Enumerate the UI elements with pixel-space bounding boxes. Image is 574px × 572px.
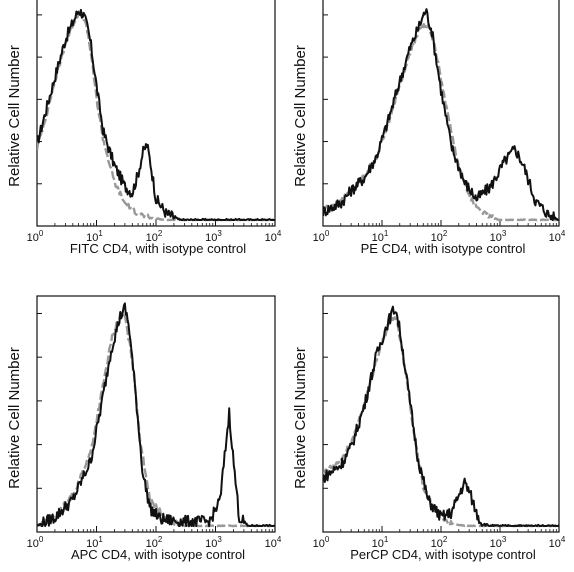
x-tick-label: 101: [86, 229, 103, 244]
x-axis-label: PE CD4, with isotype control: [361, 241, 526, 256]
x-tick-label: 103: [490, 229, 507, 244]
x-tick-label: 104: [265, 535, 282, 550]
x-axis-label: PerCP CD4, with isotype control: [350, 547, 536, 562]
x-tick-label: 100: [313, 229, 330, 244]
panel-fitc: 100 101 102 103 104 FITC CD4, with isotype co…: [6, 0, 282, 256]
x-tick-label: 101: [372, 229, 389, 244]
cd4-stain-line: [323, 305, 559, 527]
panel-apc: 100 101 102 103 104 APC CD4, with isotype con…: [6, 295, 282, 562]
isotype-control-line: [323, 22, 559, 222]
panel-pe: 100 101 102 103 104 PE CD4, with isotype cont…: [292, 0, 566, 256]
y-axis-label: Relative Cell Number: [6, 347, 23, 489]
cd4-stain-line: [37, 8, 275, 221]
x-tick-label: 104: [549, 229, 566, 244]
isotype-control-line: [323, 315, 559, 528]
plot-frame: [36, 0, 276, 227]
plot-frame: [322, 0, 560, 227]
x-tick-label: 102: [146, 535, 163, 550]
x-axis-label: APC CD4, with isotype control: [71, 547, 245, 562]
x-tick-label: 101: [372, 535, 389, 550]
x-tick-label: 100: [313, 535, 330, 550]
x-tick-label: 103: [205, 535, 222, 550]
x-tick-label: 102: [431, 229, 448, 244]
x-tick-label: 100: [27, 535, 44, 550]
y-axis-label: Relative Cell Number: [6, 45, 23, 187]
cd4-stain-line: [37, 302, 275, 527]
x-axis-label: FITC CD4, with isotype control: [70, 241, 246, 256]
cd4-stain-line: [323, 8, 559, 221]
x-tick-label: 102: [431, 535, 448, 550]
plot-frame: [322, 295, 560, 533]
x-tick-label: 103: [490, 535, 507, 550]
isotype-control-line: [37, 9, 275, 222]
y-axis-label: Relative Cell Number: [292, 347, 309, 489]
x-tick-label: 104: [549, 535, 566, 550]
panel-percp: 100 101 102 103 104 PerCP CD4, with isotype c…: [292, 295, 566, 562]
x-tick-label: 102: [146, 229, 163, 244]
x-tick-label: 101: [86, 535, 103, 550]
x-tick-label: 104: [265, 229, 282, 244]
y-axis-label: Relative Cell Number: [292, 45, 309, 187]
x-tick-label: 103: [205, 229, 222, 244]
x-tick-label: 100: [27, 229, 44, 244]
